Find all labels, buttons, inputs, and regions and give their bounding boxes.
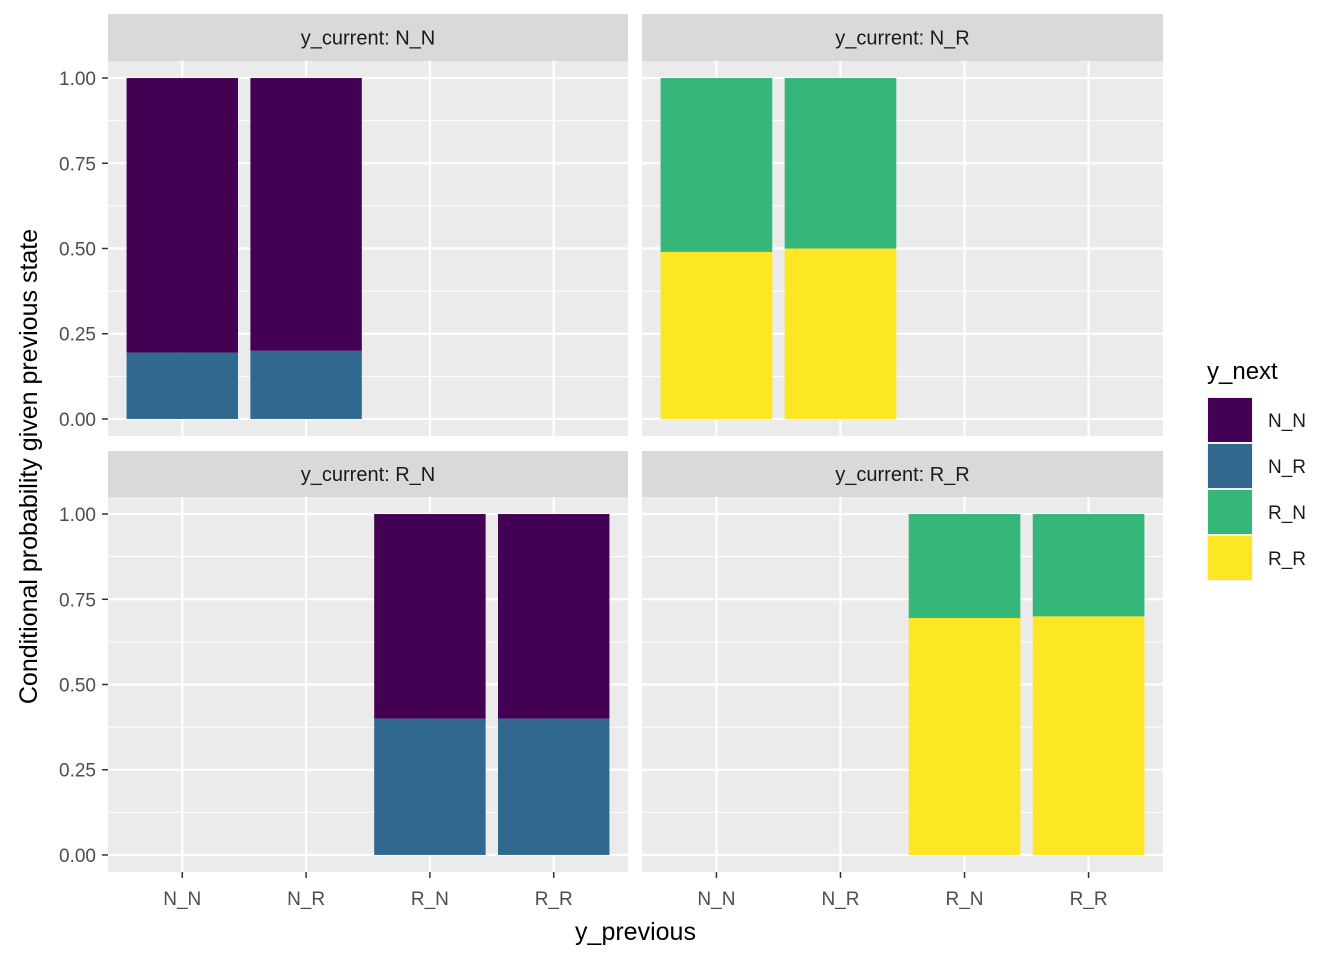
y-tick-label: 0.00 [59,410,96,431]
bar-segment [660,251,773,419]
facet-strip [108,451,628,497]
legend-key-swatch [1208,490,1252,534]
x-tick-label: R_N [411,889,449,910]
y-tick-label: 0.50 [59,676,96,697]
y-tick-label: 0.50 [59,240,96,261]
legend-label: R_R [1268,549,1306,570]
bar-segment [126,352,238,419]
bar-segment [250,78,362,351]
y-tick-label: 1.00 [59,69,96,90]
facet-strip [108,14,628,61]
bar-segment [250,350,362,419]
bar-segment [1032,514,1145,617]
legend-label: N_N [1268,411,1306,432]
y-tick-label: 0.25 [59,325,96,346]
y-tick-label: 0.75 [59,590,96,611]
bar-segment [498,718,610,855]
facet-panel: y_current: R_R N_N N_R R_N R_R [642,451,1163,910]
legend-label: R_N [1268,503,1306,524]
facet-label: y_current: N_N [301,28,436,50]
x-tick-label: N_R [821,889,859,910]
y-tick-label: 0.25 [59,761,96,782]
x-tick-label: R_R [1070,889,1108,910]
x-tick-label: N_R [287,889,325,910]
bar-segment [784,248,897,419]
bar-segment [660,78,773,252]
x-tick-label: R_R [535,889,573,910]
facet-label: y_current: R_R [835,464,970,486]
bar-segment [374,514,486,719]
bar-segment [374,718,486,855]
bar-segment [498,514,610,719]
legend-label: N_R [1268,457,1306,478]
legend: y_next N_N N_R R_N R_R [1207,358,1306,581]
facet-label: y_current: R_N [301,464,436,486]
y-tick-label: 0.00 [59,846,96,867]
x-axis-title: y_previous [575,918,696,946]
facet-strip [642,14,1163,61]
y-tick-label: 0.75 [59,154,96,175]
legend-key-swatch [1208,536,1252,580]
facet-panel: y_current: N_N 0.00 0.25 0.50 0.75 1.00 [59,14,628,436]
bar-segment [908,618,1021,855]
facet-label: y_current: N_R [835,28,970,50]
y-axis-title: Conditional probability given previous s… [15,229,43,704]
legend-key-swatch [1208,444,1252,488]
bar-segment [1032,616,1145,855]
x-tick-label: N_N [697,889,735,910]
bar-segment [126,78,238,353]
x-tick-label: R_N [946,889,984,910]
bar-segment [784,78,897,249]
facet-panels: y_current: N_N0.000.250.500.751.00y_curr… [59,14,1163,910]
facet-strip [642,451,1163,497]
y-tick-label: 1.00 [59,505,96,526]
legend-title: y_next [1207,358,1278,385]
x-tick-label: N_N [163,889,201,910]
facet-panel: y_current: R_N 0.00 0.25 0.50 0.75 1.00 N_N N_R… [59,451,628,910]
bar-segment [908,514,1021,619]
legend-key-swatch [1208,398,1252,442]
facet-panel: y_current: N_R [642,14,1163,436]
